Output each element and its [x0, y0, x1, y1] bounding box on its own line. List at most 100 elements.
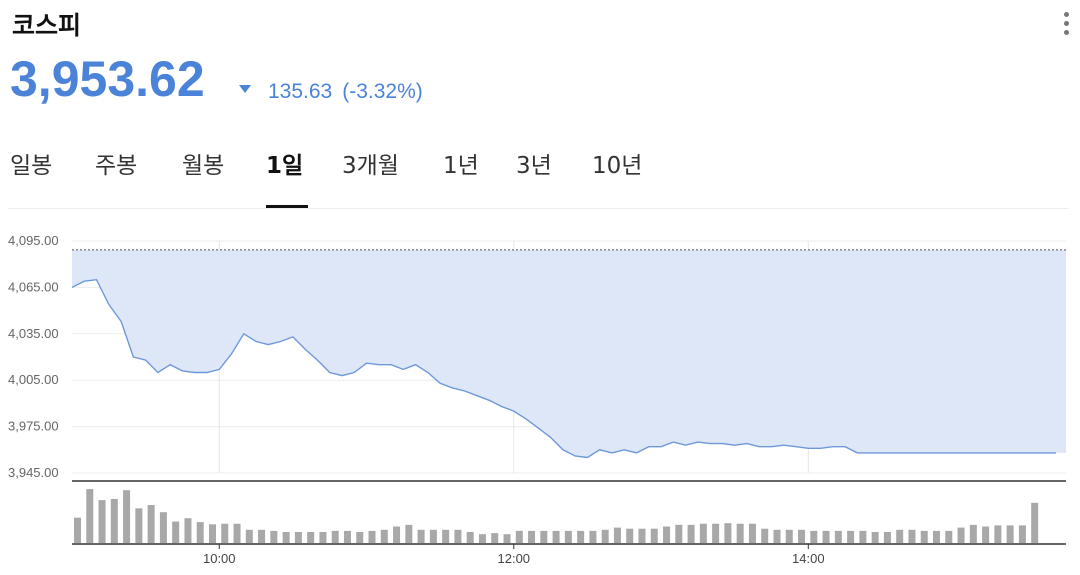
period-tabs: 일봉 주봉 월봉 1일 3개월 1년 3년 10년: [0, 140, 1068, 208]
volume-bar: [883, 532, 891, 543]
volume-bar: [319, 532, 327, 543]
volume-bar: [933, 530, 941, 543]
volume-bar: [515, 530, 523, 543]
volume-bar: [98, 500, 106, 543]
volume-bar: [736, 523, 744, 543]
active-tab-indicator: [266, 205, 308, 208]
volume-bar: [331, 530, 339, 543]
volume-bar: [908, 529, 916, 543]
volume-bar: [135, 508, 143, 543]
volume-bar: [147, 505, 155, 543]
price-change: 135.63 (-3.32%): [268, 80, 433, 104]
volume-bar: [282, 532, 290, 543]
volume-bar: [196, 522, 204, 543]
price-area-fill: [72, 249, 1066, 458]
volume-bar: [1006, 525, 1014, 543]
volume-bar: [356, 532, 364, 543]
volume-bar: [442, 529, 450, 543]
volume-bar: [491, 533, 499, 543]
volume-bar: [798, 529, 806, 543]
tab-10-years[interactable]: 10년: [592, 153, 643, 179]
y-tick-label: 4,005.00: [8, 372, 59, 387]
price-line: [71, 278, 1056, 459]
volume-bar: [613, 527, 621, 543]
volume-bar: [270, 530, 278, 543]
volume-bar: [724, 523, 732, 543]
volume-bar: [417, 529, 425, 543]
y-tick-label: 3,945.00: [8, 465, 59, 480]
volume-bar: [626, 528, 634, 543]
volume-bar: [540, 530, 548, 543]
volume-bar: [307, 532, 315, 543]
volume-bar: [957, 527, 965, 543]
tab-3-months[interactable]: 3개월: [342, 153, 399, 179]
x-tick-label: 10:00: [203, 551, 236, 566]
volume-bar: [429, 529, 437, 543]
volume-bar: [834, 530, 842, 543]
volume-bar: [638, 528, 646, 543]
tab-1-day[interactable]: 1일: [266, 153, 304, 179]
tab-weekly-candle[interactable]: 주봉: [95, 153, 138, 179]
y-axis-labels: 4,095.00 4,065.00 4,035.00 4,005.00 3,975.00…: [8, 233, 59, 480]
tab-1-year[interactable]: 1년: [443, 153, 479, 179]
volume-bar: [552, 530, 560, 543]
volume-bar: [1031, 502, 1039, 543]
volume-bar: [294, 532, 302, 543]
volume-bar: [343, 530, 351, 543]
index-price: 3,953.62: [10, 51, 205, 107]
volume-bars: [74, 489, 1039, 543]
tabs-divider: [8, 208, 1068, 209]
volume-bar: [896, 529, 904, 543]
y-tick-label: 4,095.00: [8, 233, 59, 248]
more-options-icon[interactable]: [1060, 12, 1072, 40]
volume-bar: [368, 530, 376, 543]
tab-3-years[interactable]: 3년: [516, 153, 552, 179]
volume-bar: [982, 526, 990, 543]
volume-bar: [859, 530, 867, 543]
volume-bar: [577, 530, 585, 543]
tab-daily-candle[interactable]: 일봉: [10, 153, 53, 179]
volume-bar: [650, 528, 658, 543]
volume-bar: [159, 512, 167, 543]
volume-bar: [110, 499, 118, 543]
volume-bar: [945, 530, 953, 543]
tab-monthly-candle[interactable]: 월봉: [182, 153, 225, 179]
volume-bar: [454, 529, 462, 543]
volume-bar: [233, 523, 241, 543]
volume-bar: [258, 529, 266, 543]
volume-bar: [589, 530, 597, 543]
volume-bar: [712, 523, 720, 543]
x-axis-labels: 10:00 12:00 14:00: [203, 544, 825, 566]
volume-bar: [245, 529, 253, 543]
volume-bar: [184, 518, 192, 543]
volume-bar: [123, 490, 131, 543]
change-value: 135.63: [268, 80, 333, 103]
volume-bar: [466, 532, 474, 543]
volume-bar: [920, 530, 928, 543]
volume-bar: [847, 530, 855, 543]
volume-bar: [822, 530, 830, 543]
volume-bar: [380, 529, 388, 543]
volume-bar: [994, 525, 1002, 543]
volume-bar: [663, 526, 671, 543]
volume-bar: [86, 489, 94, 543]
volume-bar: [810, 530, 818, 543]
y-tick-label: 4,065.00: [8, 279, 59, 294]
volume-bar: [773, 529, 781, 543]
volume-bar: [564, 530, 572, 543]
x-tick-label: 14:00: [792, 551, 825, 566]
volume-bar: [74, 517, 81, 543]
volume-bar: [478, 534, 486, 543]
volume-bar: [699, 523, 707, 543]
volume-bar: [528, 530, 536, 543]
volume-bar: [969, 524, 977, 543]
volume-bar: [761, 528, 769, 543]
page-title: 코스피: [12, 11, 82, 40]
volume-bar: [748, 523, 756, 543]
volume-bar: [785, 529, 793, 543]
volume-bar: [687, 524, 695, 543]
volume-bar: [871, 532, 879, 543]
volume-bar: [172, 521, 180, 543]
volume-bar: [1018, 525, 1026, 543]
